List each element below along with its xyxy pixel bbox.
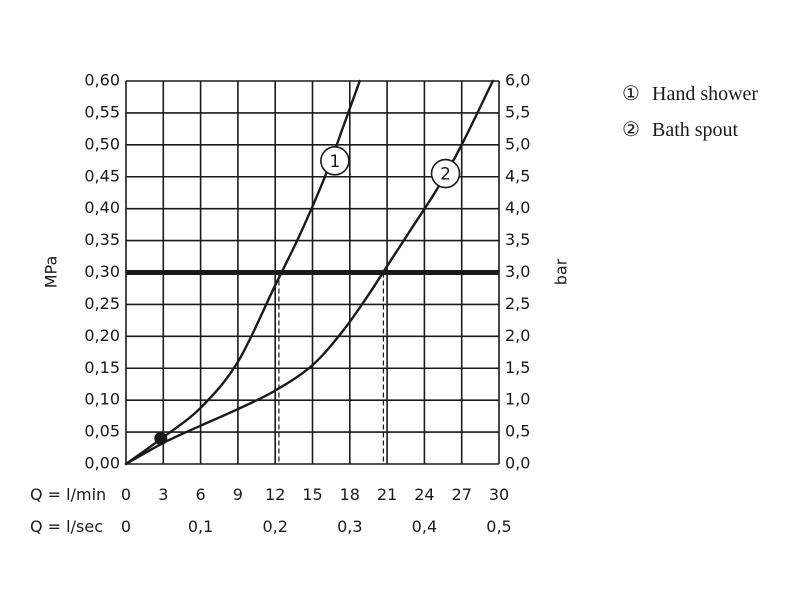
x-tick-label-primary: 9 — [233, 485, 243, 504]
curves — [124, 79, 494, 466]
y-tick-label-left: 0,40 — [84, 198, 120, 217]
x-tick-label-primary: 30 — [489, 485, 509, 504]
y-tick-label-left: 0,45 — [84, 166, 120, 185]
legend-marker-2: ② — [622, 119, 640, 141]
y-axis-title-left: MPa — [42, 256, 61, 289]
y-tick-label-left: 0,60 — [84, 71, 120, 90]
y-tick-label-left: 0,10 — [84, 390, 120, 409]
curve-marker-label-1: 1 — [329, 152, 340, 172]
y-tick-label-right: 4,5 — [505, 166, 530, 185]
x-axis-title-primary: Q = l/min — [30, 485, 106, 504]
y-tick-label-left: 0,30 — [84, 262, 120, 281]
y-tick-label-left: 0,00 — [84, 454, 120, 473]
x-axis-title-secondary: Q = l/sec — [30, 517, 103, 536]
y-tick-label-left: 0,15 — [84, 358, 120, 377]
y-tick-label-right: 6,0 — [505, 71, 530, 90]
y-tick-label-left: 0,20 — [84, 326, 120, 345]
y-tick-label-left: 0,50 — [84, 134, 120, 153]
x-tick-label-primary: 27 — [452, 485, 472, 504]
y-tick-label-right: 1,0 — [505, 390, 530, 409]
curve-marker-circle-1 — [320, 145, 350, 176]
y-tick-label-right: 0,5 — [505, 422, 530, 441]
y-tick-label-right: 5,0 — [505, 134, 530, 153]
y-tick-label-right: 3,0 — [505, 262, 530, 281]
y-tick-label-left: 0,05 — [84, 422, 120, 441]
y-tick-label-right: 2,5 — [505, 294, 530, 313]
y-tick-label-left: 0,55 — [84, 102, 120, 121]
legend-label-bath-spout: Bath spout — [652, 119, 739, 141]
x-tick-label-secondary: 0,2 — [262, 517, 287, 536]
y-tick-label-right: 2,0 — [505, 326, 530, 345]
y-tick-label-right: 0,0 — [505, 454, 530, 473]
curve-series-1 — [124, 79, 361, 466]
y-tick-label-left: 0,25 — [84, 294, 120, 313]
y-tick-label-right: 1,5 — [505, 358, 530, 377]
x-tick-label-primary: 18 — [340, 485, 360, 504]
x-tick-label-secondary: 0 — [121, 517, 131, 536]
curve-marker-circle-2 — [430, 158, 461, 189]
x-tick-label-primary: 6 — [196, 485, 206, 504]
y-tick-label-left: 0,35 — [84, 230, 120, 249]
x-tick-label-primary: 3 — [158, 485, 168, 504]
legend-label-hand-shower: Hand shower — [652, 83, 758, 105]
operating-point-dot — [154, 431, 168, 445]
x-tick-label-secondary: 0,4 — [412, 517, 437, 536]
x-tick-label-primary: 24 — [414, 485, 434, 504]
x-tick-label-primary: 15 — [302, 485, 322, 504]
curve-markers: 12 — [154, 145, 461, 445]
x-tick-label-primary: 21 — [377, 485, 397, 504]
legend: ① Hand shower ② Bath spout — [622, 83, 758, 141]
y-tick-label-right: 4,0 — [505, 198, 530, 217]
x-tick-label-secondary: 0,1 — [188, 517, 213, 536]
y-axis-title-right: bar — [552, 258, 571, 285]
legend-marker-1: ① — [622, 83, 640, 105]
x-tick-label-secondary: 0,5 — [486, 517, 511, 536]
y-tick-label-right: 5,5 — [505, 102, 530, 121]
x-tick-label-primary: 0 — [121, 485, 131, 504]
y-tick-label-right: 3,5 — [505, 230, 530, 249]
x-tick-label-secondary: 0,3 — [337, 517, 362, 536]
legend-item-hand-shower: ① Hand shower — [622, 83, 758, 105]
legend-item-bath-spout: ② Bath spout — [622, 119, 739, 141]
curve-marker-label-2: 2 — [440, 165, 451, 185]
curve-series-2 — [124, 79, 494, 466]
x-tick-label-primary: 12 — [265, 485, 285, 504]
tick-labels: 0,000,050,100,150,200,250,300,350,400,45… — [84, 71, 530, 537]
